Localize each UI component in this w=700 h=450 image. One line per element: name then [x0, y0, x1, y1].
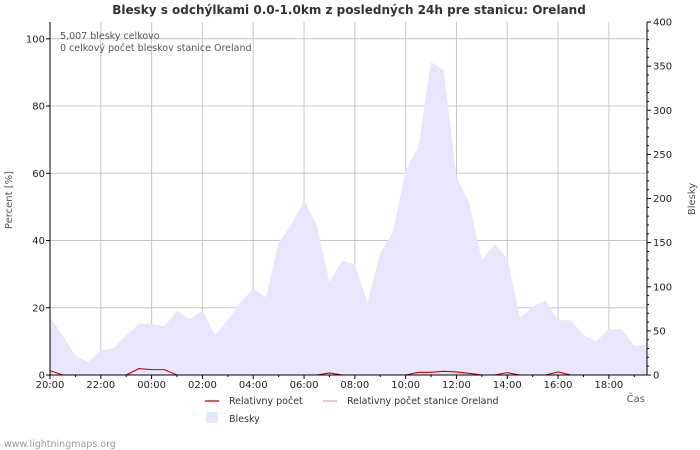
legend-swatch-blesky: [206, 412, 218, 423]
right-tick-label: 0: [653, 371, 659, 382]
x-axis-label: Čas: [627, 392, 645, 405]
legend: Relativny počet Relativny počet stanice …: [205, 396, 499, 425]
blesky-area-layer: [50, 61, 647, 376]
x-tick-label: 18:00: [594, 380, 623, 391]
legend-label-blesky: Blesky: [229, 414, 260, 425]
x-tick-label: 08:00: [340, 380, 369, 391]
left-tick-label: 40: [32, 236, 45, 247]
x-tick-label: 02:00: [188, 380, 217, 391]
x-tick-label: 00:00: [137, 380, 166, 391]
chart-title: Blesky s odchýlkami 0.0-1.0km z posledný…: [112, 3, 586, 17]
x-tick-label: 20:00: [36, 380, 65, 391]
footer-credit: www.lightningmaps.org: [4, 439, 116, 450]
series-area-blesky: [50, 61, 647, 376]
annotation-station: 0 celkový počet bleskov stanice Oreland: [60, 43, 252, 54]
right-tick-label: 400: [653, 18, 672, 29]
x-tick-label: 22:00: [86, 380, 115, 391]
x-tick-label: 14:00: [493, 380, 522, 391]
x-tick-label: 06:00: [290, 380, 319, 391]
x-tick-label: 04:00: [239, 380, 268, 391]
right-tick-label: 200: [653, 194, 672, 205]
right-tick-label: 250: [653, 150, 672, 161]
right-axis-label: Blesky: [687, 183, 698, 215]
right-tick-label: 50: [653, 326, 666, 337]
right-tick-label: 150: [653, 238, 672, 249]
left-tick-label: 0: [39, 371, 45, 382]
x-tick-label: 16:00: [544, 380, 573, 391]
legend-label-station: Relativny počet stanice Oreland: [347, 396, 499, 407]
x-tick-label: 12:00: [442, 380, 471, 391]
left-tick-label: 20: [32, 303, 45, 314]
right-tick-label: 350: [653, 62, 672, 73]
x-tick-label: 10:00: [391, 380, 420, 391]
left-tick-label: 100: [26, 34, 45, 45]
right-tick-label: 300: [653, 106, 672, 117]
right-tick-label: 100: [653, 282, 672, 293]
left-axis-label: Percent [%]: [4, 171, 15, 229]
legend-label-relative: Relativny počet: [229, 396, 303, 407]
axes-layer: 0 20 40 60 80 100 20:00 22:00 00:00 02:00 04:00 06:…: [26, 18, 672, 392]
annotation-total: 5,007 blesky celkovo: [60, 31, 160, 42]
left-tick-label: 60: [32, 169, 45, 180]
left-tick-label: 80: [32, 102, 45, 113]
